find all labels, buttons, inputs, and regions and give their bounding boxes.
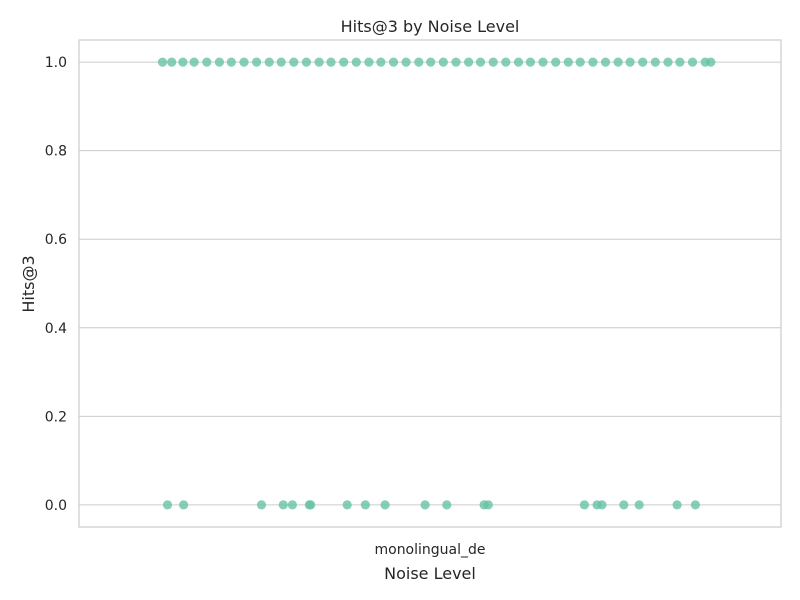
data-point-hit [501, 57, 511, 67]
plot-frame [78, 39, 782, 528]
data-point-hit [264, 57, 274, 67]
data-point-hit [588, 57, 598, 67]
data-point-hit [650, 57, 660, 67]
data-point-hit [289, 57, 299, 67]
data-point-hit [157, 57, 168, 67]
y-tick-label: 0.4 [45, 321, 67, 337]
data-point-miss [278, 500, 288, 510]
data-point-hit [214, 57, 224, 67]
data-point-miss [360, 500, 370, 510]
data-point-hit [178, 57, 188, 67]
y-axis-label: Hits@3 [19, 255, 38, 312]
data-point-miss [579, 500, 590, 510]
data-point-hit [625, 57, 635, 67]
data-point-miss [380, 500, 390, 510]
data-point-hit [613, 57, 623, 67]
data-point-miss [690, 500, 701, 510]
data-point-hit [414, 57, 424, 67]
data-point-hit [401, 57, 411, 67]
data-point-hit [351, 57, 361, 67]
x-tick-label: monolingual_de [374, 542, 485, 558]
data-point-miss [162, 500, 173, 510]
data-point-hit [314, 57, 324, 67]
x-tick-labels: monolingual_de [374, 542, 485, 558]
data-point-hit [426, 57, 436, 67]
data-point-miss [420, 500, 430, 510]
data-point-miss [342, 500, 352, 510]
data-point-hit [675, 57, 685, 67]
data-point-hit [364, 57, 374, 67]
y-tick-labels: 0.0 0.2 0.4 0.6 0.8 1.0 [45, 55, 67, 514]
data-point-hit [575, 57, 585, 67]
data-point-miss [179, 500, 189, 510]
y-tick-label: 0.8 [45, 144, 67, 160]
data-point-hit [464, 57, 474, 67]
data-point-hit [189, 57, 199, 67]
data-point-hit [451, 57, 461, 67]
data-point-hit [551, 57, 561, 67]
y-tick-label: 0.6 [45, 232, 67, 248]
data-point-hit [488, 57, 498, 67]
chart-title: Hits@3 by Noise Level [341, 17, 520, 36]
data-point-miss [287, 500, 297, 510]
y-tick-label: 0.0 [45, 498, 67, 514]
data-point-hit [475, 57, 486, 67]
data-point-hit [226, 57, 236, 67]
data-point-hit [538, 57, 548, 67]
y-tick-label: 0.2 [45, 409, 67, 425]
data-point-hit [167, 57, 177, 67]
data-point-hit [326, 57, 336, 67]
data-point-miss [597, 500, 607, 510]
data-point-hit [706, 57, 716, 67]
data-point-hit [252, 57, 262, 67]
data-point-miss [672, 500, 682, 510]
data-point-hit [600, 57, 611, 67]
data-point-hit [239, 57, 249, 67]
data-points [157, 57, 716, 510]
data-point-hit [339, 57, 349, 67]
data-point-hit [638, 57, 648, 67]
data-point-hit [438, 57, 448, 67]
data-point-miss [634, 500, 644, 510]
data-point-hit [301, 57, 311, 67]
x-axis-label: Noise Level [384, 564, 476, 583]
data-point-hit [388, 57, 399, 67]
data-point-hit [202, 57, 212, 67]
data-point-hit [563, 57, 573, 67]
data-point-hit [276, 57, 286, 67]
data-point-miss [256, 500, 267, 510]
data-point-hit [663, 57, 673, 67]
data-point-miss [483, 500, 493, 510]
data-point-miss [306, 500, 316, 510]
data-point-miss [442, 500, 452, 510]
data-point-miss [619, 500, 629, 510]
data-point-hit [687, 57, 698, 67]
y-tick-label: 1.0 [45, 55, 67, 71]
data-point-hit [513, 57, 524, 67]
data-point-hit [525, 57, 536, 67]
data-point-hit [376, 57, 386, 67]
